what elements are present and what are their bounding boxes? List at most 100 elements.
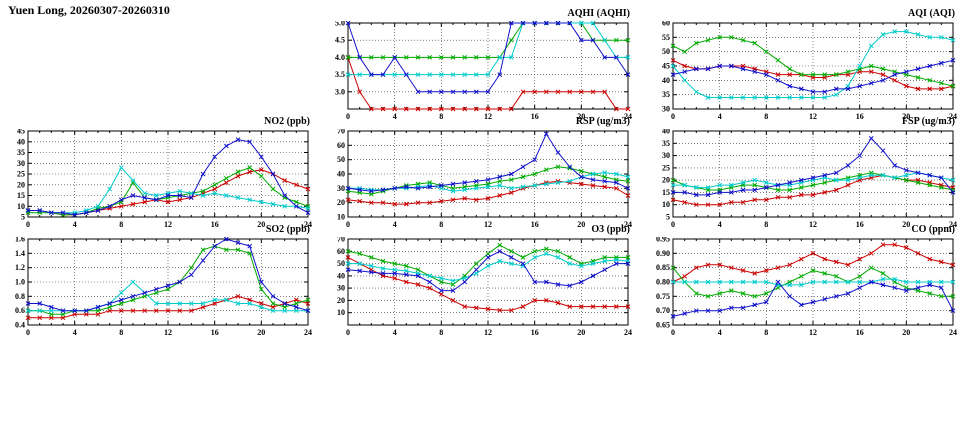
svg-text:3.5: 3.5 [335,70,345,79]
svg-text:10: 10 [17,202,25,211]
svg-text:25: 25 [17,170,25,179]
page-title: Yuen Long, 20260307-20260310 [8,3,170,17]
svg-text:0: 0 [346,328,350,337]
svg-text:24: 24 [949,328,957,337]
svg-text:20: 20 [662,176,670,185]
svg-text:12: 12 [809,112,817,121]
svg-text:0.8: 0.8 [15,292,25,301]
chart-co: CO (ppm) 0 4 8 12 16 20 24 0.65 0.70 0.75 0.80 0.85… [647,224,969,337]
svg-text:40: 40 [337,271,345,280]
svg-text:60: 60 [662,21,670,28]
svg-text:5.0: 5.0 [335,21,345,28]
svg-text:20: 20 [577,328,585,337]
svg-text:0: 0 [346,220,350,229]
plot-area-aqi: 0 4 8 12 16 20 24 30 35 40 45 50 55 60 [662,21,957,121]
svg-text:70: 70 [337,237,345,244]
svg-text:4: 4 [718,220,722,229]
svg-text:4: 4 [73,328,77,337]
svg-text:0: 0 [346,112,350,121]
svg-text:8: 8 [119,328,123,337]
svg-text:24: 24 [949,220,957,229]
svg-text:16: 16 [856,112,864,121]
svg-text:60: 60 [337,247,345,256]
svg-text:35: 35 [662,90,670,99]
svg-text:1.0: 1.0 [15,278,25,287]
svg-text:40: 40 [662,76,670,85]
chart-title: FSP (ug/m3) [901,116,955,127]
svg-text:4: 4 [718,112,722,121]
svg-text:8: 8 [764,112,768,121]
chart-title: AQHI (AQHI) [567,8,631,19]
plot-area-aqhi: 0 4 8 12 16 20 24 3.0 3.5 4.0 4.5 5.0 [335,21,632,121]
plot-area-co: 0 4 8 12 16 20 24 0.65 0.70 0.75 0.80 0.85 0.90 0.95 [656,237,957,337]
svg-text:50: 50 [662,47,670,56]
plot-area-fsp: 0 4 8 12 16 20 24 5 10 15 20 25 30 35 40 [662,129,957,229]
chart-title: O3 (ppb) [591,224,630,235]
svg-text:50: 50 [337,155,345,164]
chart-aqi: AQI (AQI) 0 4 8 12 16 20 24 30 35 40 45 50 55 60 [647,8,969,121]
svg-text:40: 40 [662,129,670,136]
svg-text:60: 60 [337,141,345,150]
svg-text:4.0: 4.0 [335,53,345,62]
svg-text:40: 40 [337,170,345,179]
svg-text:16: 16 [531,328,539,337]
svg-text:35: 35 [17,148,25,157]
chart-aqhi: AQHI (AQHI) 0 4 8 12 16 20 24 3.0 3.5 4.0 4.5 5.0 [322,8,644,121]
svg-text:8: 8 [439,112,443,121]
svg-text:24: 24 [304,328,312,337]
svg-text:30: 30 [662,105,670,114]
svg-text:4: 4 [393,112,397,121]
svg-text:8: 8 [439,328,443,337]
svg-text:8: 8 [439,220,443,229]
svg-text:3.0: 3.0 [335,87,345,96]
plot-area-so2: 0 4 8 12 16 20 24 0.4 0.6 0.8 1.0 1.2 1.4 1.6 [15,237,312,337]
svg-text:12: 12 [484,112,492,121]
svg-text:20: 20 [257,328,265,337]
svg-text:4: 4 [73,220,77,229]
svg-text:24: 24 [949,112,957,121]
chart-title: NO2 (ppb) [264,116,310,127]
chart-title: CO (ppm) [911,224,955,235]
svg-text:4: 4 [718,328,722,337]
svg-text:24: 24 [304,220,312,229]
svg-text:15: 15 [662,188,670,197]
svg-text:20: 20 [902,220,910,229]
chart-title: RSP (ug/m3) [575,116,630,127]
svg-text:30: 30 [337,184,345,193]
svg-text:12: 12 [809,328,817,337]
svg-text:0: 0 [671,220,675,229]
svg-text:10: 10 [662,200,670,209]
svg-text:5: 5 [21,213,25,222]
svg-text:12: 12 [484,220,492,229]
svg-text:16: 16 [531,112,539,121]
svg-text:12: 12 [809,220,817,229]
svg-text:0.95: 0.95 [656,237,670,244]
svg-text:35: 35 [662,139,670,148]
svg-text:0.80: 0.80 [656,278,670,287]
svg-text:15: 15 [17,191,25,200]
svg-text:12: 12 [164,220,172,229]
chart-o3: O3 (ppb) 0 4 8 12 16 20 24 10 20 30 40 50 60 70 [322,224,644,337]
plot-area-rsp: 0 4 8 12 16 20 24 10 20 30 40 50 60 70 [337,129,632,229]
svg-text:0.6: 0.6 [15,306,25,315]
svg-text:4: 4 [393,328,397,337]
svg-text:0.85: 0.85 [656,263,670,272]
svg-text:45: 45 [17,129,25,136]
svg-text:20: 20 [17,180,25,189]
svg-text:24: 24 [624,112,632,121]
plot-area-o3: 0 4 8 12 16 20 24 10 20 30 40 50 60 70 [337,237,632,337]
svg-text:0.4: 0.4 [15,321,25,330]
svg-text:24: 24 [624,328,632,337]
svg-text:16: 16 [531,220,539,229]
svg-text:20: 20 [902,112,910,121]
svg-text:8: 8 [764,220,768,229]
svg-text:20: 20 [577,220,585,229]
svg-text:16: 16 [211,328,219,337]
svg-text:45: 45 [662,62,670,71]
svg-text:20: 20 [337,296,345,305]
svg-text:20: 20 [577,112,585,121]
svg-text:8: 8 [764,328,768,337]
svg-text:0.65: 0.65 [656,321,670,330]
svg-text:12: 12 [484,328,492,337]
